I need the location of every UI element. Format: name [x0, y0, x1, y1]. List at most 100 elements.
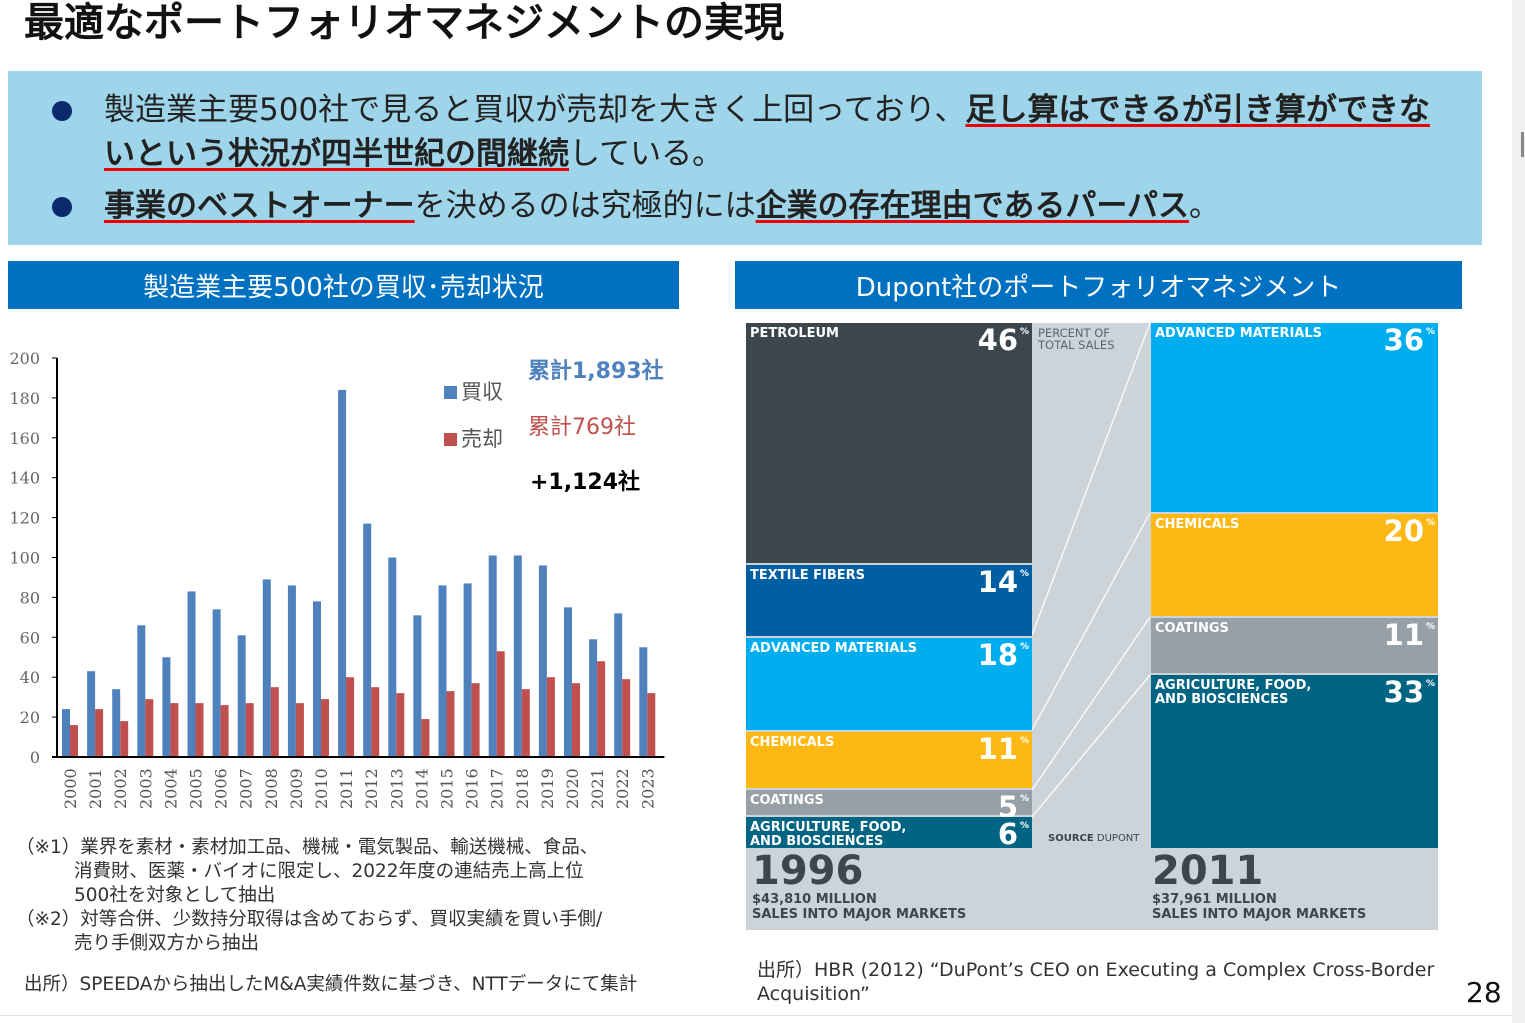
segment-label: AGRICULTURE, FOOD, AND BIOSCIENCES — [1155, 678, 1312, 707]
segment: ADVANCED MATERIALS 36% — [1151, 323, 1438, 512]
y-tick-label: 160 — [9, 429, 40, 448]
y-tick-label: 80 — [20, 588, 40, 607]
bar-sell — [371, 687, 380, 757]
y-tick-label: 40 — [20, 668, 40, 687]
emphasis-text: 事業のベストオーナー — [104, 188, 415, 224]
x-tick-label: 2004 — [161, 768, 180, 809]
bar-sell — [471, 683, 480, 757]
y-tick-label: 140 — [9, 469, 40, 488]
bar-sell — [220, 705, 229, 757]
segment-percent: 18% — [977, 638, 1029, 672]
summary-bullet-1: 製造業主要500社で見ると買収が売却を大きく上回っており、足し算はできるが引き算… — [104, 88, 1454, 176]
text: を決めるのは究極的には — [414, 188, 756, 224]
bar-buy — [287, 585, 296, 757]
bar-buy — [513, 555, 522, 757]
segment-percent: 33% — [1383, 675, 1435, 709]
scrollbar[interactable] — [1512, 0, 1525, 1023]
source-dupont: SOURCE DUPONT — [1048, 833, 1139, 844]
page-number: 28 — [1466, 976, 1502, 1009]
x-tick-label: 2020 — [563, 768, 582, 809]
summary-bullet-2: 事業のベストオーナーを決めるのは究極的には企業の存在理由であるパーパス。 — [104, 184, 1454, 228]
x-tick-label: 2007 — [237, 768, 256, 809]
y-tick-label: 180 — [9, 389, 40, 408]
year: 1996 — [752, 848, 864, 894]
bar-sell — [245, 703, 254, 757]
legend-label: 売却 — [461, 427, 503, 451]
bar-sell — [195, 703, 204, 757]
x-tick-label: 2008 — [262, 768, 281, 809]
sales: $43,810 MILLION — [752, 892, 877, 907]
x-tick-label: 2014 — [412, 768, 431, 809]
segment-percent: 46% — [977, 323, 1029, 357]
text: 製造業主要500社で見ると買収が売却を大きく上回っており、 — [104, 92, 966, 128]
bar-sell — [170, 703, 179, 757]
segment: COATINGS 5% — [746, 790, 1032, 824]
x-tick-label: 2012 — [362, 768, 381, 809]
segment-label: CHEMICALS — [1155, 517, 1240, 532]
segment: TEXTILE FIBERS 14% — [746, 565, 1032, 636]
segment-label: COATINGS — [1155, 621, 1229, 636]
footnotes: （※1）業界を素材・素材加工品、機械・電気製品、輸送機械、食品、 消費財、医薬・… — [16, 836, 602, 956]
bar-buy — [162, 657, 171, 757]
legend-item-buy: 買収 — [444, 376, 503, 406]
y-tick-label: 20 — [20, 708, 40, 727]
x-tick-label: 2013 — [387, 768, 406, 809]
x-tick-label: 2001 — [86, 768, 105, 809]
bar-buy — [463, 583, 472, 757]
x-tick-label: 2021 — [588, 768, 607, 809]
note-line: （※1）業界を素材・素材加工品、機械・電気製品、輸送機械、食品、 — [16, 837, 599, 858]
sales-sub: SALES INTO MAJOR MARKETS — [1152, 907, 1367, 922]
bar-sell — [95, 709, 104, 757]
note-line: 消費財、医薬・バイオに限定し、2022年度の連結売上高上位 — [74, 861, 584, 882]
segment-label: ADVANCED MATERIALS — [1155, 326, 1323, 341]
x-tick-label: 2000 — [61, 768, 80, 809]
bar-buy — [137, 625, 146, 757]
sales: $37,961 MILLION — [1152, 892, 1277, 907]
bar-buy — [187, 591, 196, 757]
segment: CHEMICALS 11% — [746, 732, 1032, 788]
y-tick-label: 100 — [9, 549, 40, 568]
x-tick-label: 2009 — [287, 768, 306, 809]
bar-buy — [413, 615, 422, 757]
bar-sell — [496, 651, 505, 757]
left-source: 出所）SPEEDAから抽出したM&A実績件数に基づき、NTTデータにて集計 — [24, 974, 638, 995]
x-tick-label: 2017 — [488, 768, 507, 809]
total-buy: 累計1,893社 — [528, 359, 664, 384]
bar-sell — [70, 725, 78, 757]
bar-buy — [313, 601, 321, 757]
bar-buy — [62, 709, 70, 757]
bar-buy — [212, 609, 221, 757]
bar-buy — [388, 557, 397, 757]
segment-label: ADVANCED MATERIALS — [750, 641, 918, 656]
bar-sell — [295, 703, 304, 757]
bar-sell — [521, 689, 530, 757]
note-line: （※2）対等合併、少数持分取得は含めておらず、買収実績を買い手側/ — [16, 909, 603, 930]
bar-sell — [572, 683, 580, 757]
bar-sell — [446, 691, 455, 757]
note-line: 500社を対象として抽出 — [74, 885, 276, 906]
x-tick-label: 2023 — [638, 768, 657, 809]
bar-sell — [597, 661, 606, 757]
bar-buy — [639, 647, 648, 757]
emphasis-text: 足し算はできるが引き算ができないという状況が四半世紀の間継続 — [104, 92, 1430, 172]
bar-buy — [87, 671, 96, 757]
segment-percent: 5% — [997, 790, 1029, 824]
summary-2011: 2011 $37,961 MILLION SALES INTO MAJOR MA… — [1152, 850, 1366, 922]
x-tick-label: 2011 — [337, 768, 356, 809]
percent-of-total-sales-label: PERCENT OF TOTAL SALES — [1038, 326, 1115, 352]
text: している。 — [569, 136, 724, 172]
bar-buy — [338, 389, 347, 757]
segment: ADVANCED MATERIALS 18% — [746, 638, 1032, 730]
connector-lines — [1031, 323, 1151, 818]
scrollbar-thumb[interactable] — [1521, 132, 1524, 157]
legend-swatch — [444, 386, 457, 399]
segment: AGRICULTURE, FOOD, AND BIOSCIENCES 6% — [746, 817, 1032, 851]
x-tick-label: 2006 — [212, 768, 231, 809]
x-tick-label: 2003 — [136, 768, 155, 809]
segment: AGRICULTURE, FOOD, AND BIOSCIENCES 33% — [1151, 675, 1438, 848]
left-section-header: 製造業主要500社の買収･売却状況 — [8, 261, 679, 309]
segment: PETROLEUM 46% — [746, 323, 1032, 563]
segment-label: TEXTILE FIBERS — [750, 568, 866, 583]
bar-sell — [120, 721, 129, 757]
y-tick-label: 120 — [9, 509, 40, 528]
